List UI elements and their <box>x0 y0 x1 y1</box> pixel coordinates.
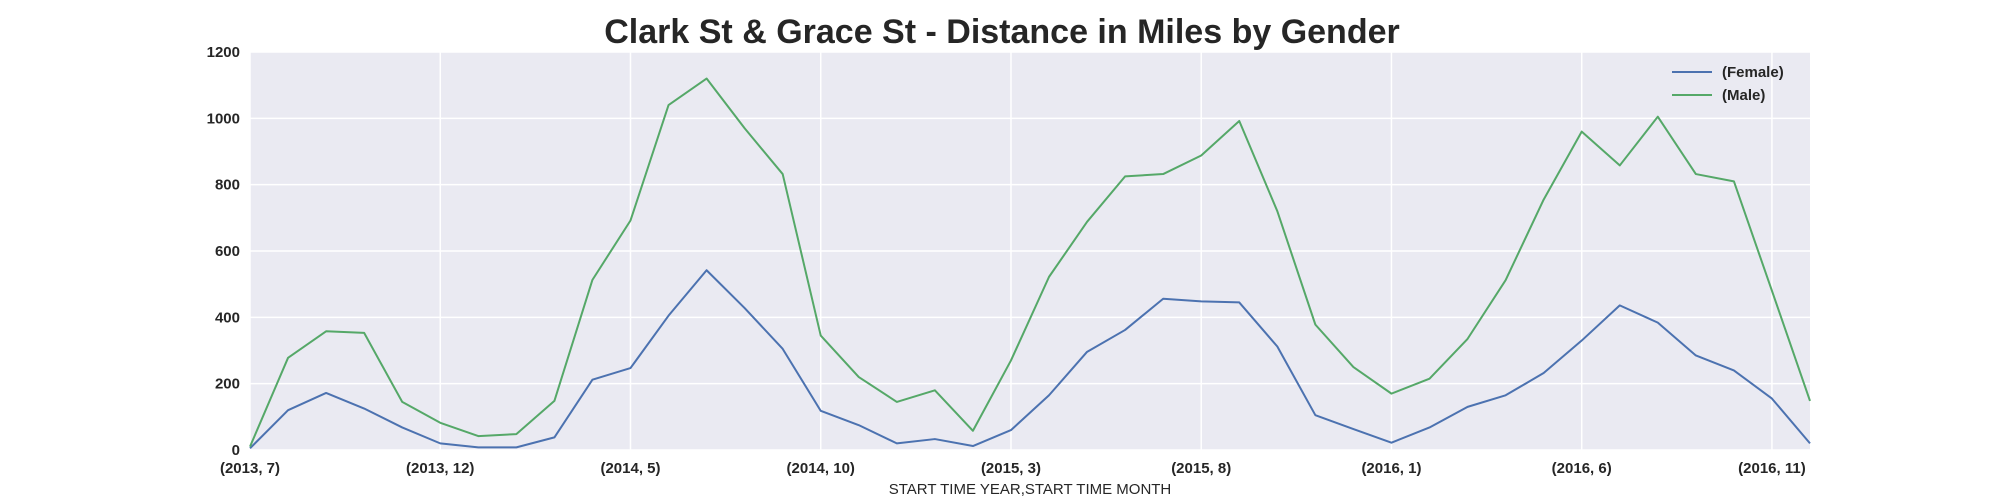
y-tick-label: 1000 <box>207 110 240 127</box>
series-line-0 <box>249 269 1811 450</box>
x-tick-label: (2014, 10) <box>787 460 855 477</box>
y-axis-ticks: 0 200 400 600 800 1000 1200 <box>207 44 240 459</box>
x-tick-label: (2013, 7) <box>220 460 280 477</box>
x-tick-label: (2015, 8) <box>1171 460 1231 477</box>
x-tick-label: (2013, 12) <box>406 460 474 477</box>
y-tick-label: 800 <box>215 177 240 194</box>
y-tick-label: 1200 <box>207 44 240 61</box>
y-tick-label: 600 <box>215 243 240 260</box>
legend: (Female) (Male) <box>1672 64 1784 104</box>
series-line-1 <box>249 77 1811 448</box>
x-tick-label: (2016, 6) <box>1552 460 1612 477</box>
x-tick-label: (2014, 5) <box>600 460 660 477</box>
x-tick-label: (2015, 3) <box>981 460 1041 477</box>
y-tick-label: 0 <box>232 442 240 459</box>
legend-label: (Male) <box>1722 87 1765 104</box>
x-axis-label: START TIME YEAR,START TIME MONTH <box>889 481 1172 498</box>
chart-title: Clark St & Grace St - Distance in Miles … <box>604 13 1399 51</box>
series-lines <box>249 77 1811 450</box>
x-tick-label: (2016, 11) <box>1738 460 1806 477</box>
y-tick-label: 200 <box>215 376 240 393</box>
x-axis-ticks: (2013, 7) (2013, 12) (2014, 5) (2014, 10) (2… <box>220 460 1806 477</box>
y-tick-label: 400 <box>215 309 240 326</box>
legend-label: (Female) <box>1722 64 1784 81</box>
x-tick-label: (2016, 1) <box>1361 460 1421 477</box>
